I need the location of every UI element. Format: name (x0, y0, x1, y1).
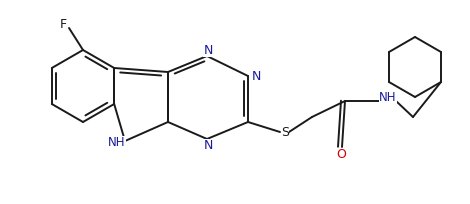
Text: S: S (281, 126, 289, 139)
Text: NH: NH (379, 91, 397, 104)
Text: O: O (336, 148, 346, 161)
Text: N: N (204, 44, 213, 57)
Text: NH: NH (108, 136, 126, 149)
Text: N: N (251, 69, 261, 82)
Text: F: F (59, 18, 67, 31)
Text: N: N (204, 139, 213, 152)
